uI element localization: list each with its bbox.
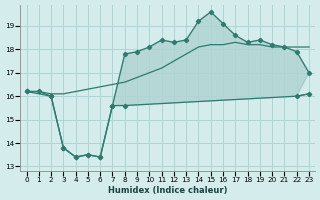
X-axis label: Humidex (Indice chaleur): Humidex (Indice chaleur) xyxy=(108,186,228,195)
Polygon shape xyxy=(27,12,309,157)
